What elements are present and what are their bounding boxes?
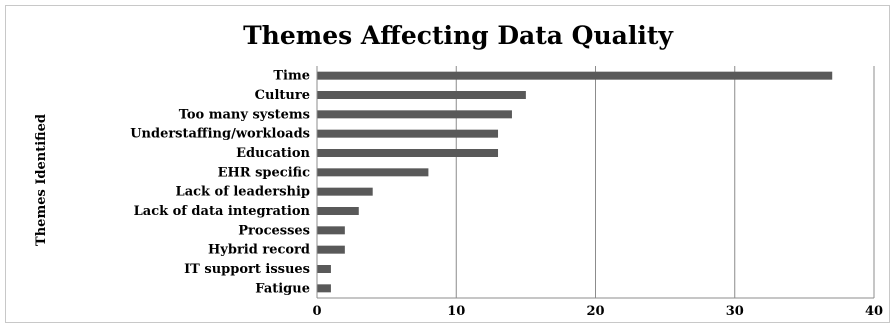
- bar-9: [317, 245, 345, 254]
- category-labels: Time Culture Too many systems Understaffing…: [130, 69, 310, 297]
- category-label: IT support issues: [184, 262, 310, 277]
- bar-3: [317, 129, 499, 138]
- category-label: Lack of leadership: [176, 185, 310, 200]
- bar-11: [317, 284, 331, 293]
- category-label: Processes: [238, 223, 310, 238]
- bar-8: [317, 226, 345, 235]
- x-tick-label: 30: [726, 304, 744, 319]
- x-tick-labels: 0 10 20 30 40: [312, 304, 883, 319]
- bar-chart: Themes Affecting Data Quality Themes Ide…: [34, 21, 883, 319]
- chart-title: Themes Affecting Data Quality: [243, 21, 674, 50]
- bar-10: [317, 265, 331, 273]
- category-label: Too many systems: [179, 107, 310, 122]
- category-label: Time: [273, 69, 310, 84]
- category-label: Fatigue: [255, 281, 310, 296]
- chart-frame: Themes Affecting Data Quality Themes Ide…: [5, 5, 890, 323]
- bars: [317, 71, 833, 293]
- bar-1: [317, 91, 526, 99]
- bar-6: [317, 187, 373, 196]
- category-label: Lack of data integration: [134, 204, 311, 219]
- x-tick-label: 40: [865, 304, 883, 319]
- x-tick-label: 0: [312, 304, 321, 319]
- category-label: Culture: [255, 88, 310, 103]
- bar-0: [317, 71, 833, 80]
- bar-2: [317, 110, 512, 119]
- bar-7: [317, 207, 359, 215]
- category-label: Education: [236, 146, 310, 161]
- y-axis-label: Themes Identified: [34, 114, 49, 246]
- category-label: EHR specific: [218, 165, 311, 180]
- bar-5: [317, 168, 429, 177]
- category-label: Hybrid record: [208, 243, 310, 258]
- x-tick-label: 20: [586, 304, 604, 319]
- x-tick-label: 10: [447, 304, 465, 319]
- bar-4: [317, 149, 499, 157]
- gridlines: [455, 66, 875, 298]
- category-label: Understaffing/workloads: [130, 127, 310, 142]
